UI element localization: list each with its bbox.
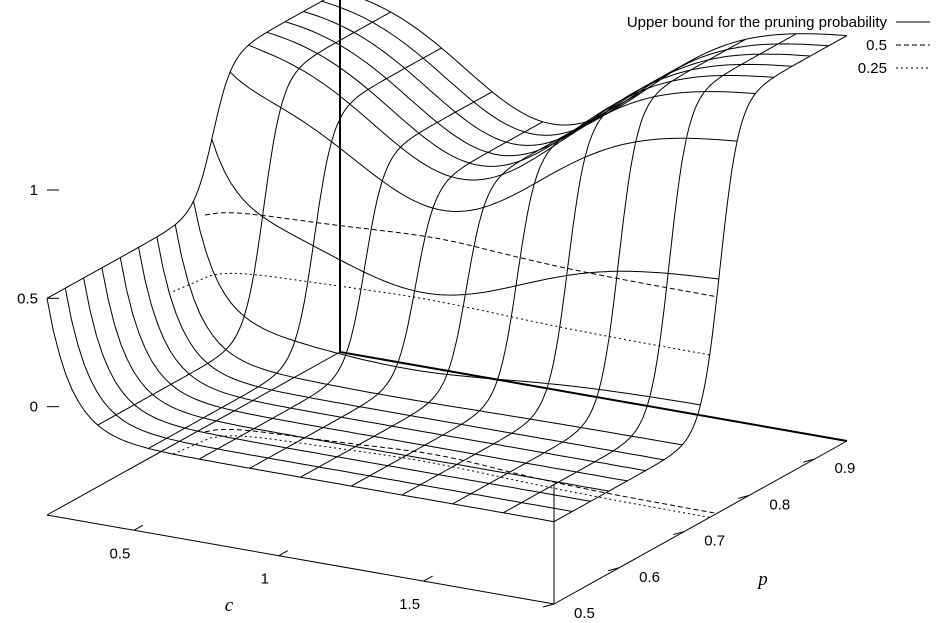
surface-line-c	[46, 0, 325, 299]
x-tick-label: 1	[261, 571, 269, 588]
y-tick	[607, 567, 620, 572]
legend: Upper bound for the pruning probability …	[627, 14, 930, 77]
surface-line-c	[300, 119, 594, 478]
surface-line-p	[364, 0, 848, 126]
surface-line-p	[156, 236, 664, 461]
x-tick	[133, 524, 144, 531]
surface-line-p	[321, 0, 829, 136]
surface-line-p	[248, 44, 756, 181]
contour-level-line	[205, 212, 717, 298]
y-tick-label: 0.7	[704, 533, 725, 550]
z-tick-label: 1	[30, 182, 38, 199]
surface-line-c	[401, 58, 696, 496]
box-front-floor-edge	[46, 514, 555, 605]
surface-contours	[173, 212, 717, 356]
surface-line-c	[97, 11, 391, 426]
box-left-floor-edge	[46, 351, 341, 516]
surface-line-p	[138, 247, 646, 472]
surface-line-c	[503, 33, 797, 514]
surface-line-p	[46, 298, 555, 523]
y-tick	[673, 531, 685, 536]
y-tick-label: 0.5	[574, 605, 595, 622]
y-tick	[803, 458, 815, 463]
surface-line-p	[101, 267, 609, 492]
surface-mesh	[46, 0, 848, 523]
box-back-floor-edge	[339, 351, 848, 442]
y-axis-title: p	[756, 569, 768, 590]
y-tick	[738, 494, 750, 499]
surface-line-p	[266, 31, 774, 167]
legend-label-dotted: 0.25	[858, 60, 887, 77]
surface-line-c	[249, 121, 544, 469]
surface-line-c	[148, 47, 442, 449]
x-tick	[423, 575, 433, 582]
surface-line-p	[229, 71, 738, 213]
y-tick	[542, 603, 555, 608]
x-axis-title: c	[225, 595, 234, 616]
x-tick-label: 0.5	[109, 545, 130, 562]
legend-label-dashed: 0.5	[866, 37, 887, 54]
box-right-floor-edge	[553, 440, 848, 605]
surface-line-p	[64, 288, 573, 512]
z-tick-label: 0.5	[17, 290, 38, 307]
x-tick-label: 1.5	[399, 596, 420, 613]
surface-line-c	[553, 35, 848, 523]
y-tick-label: 0.8	[769, 496, 790, 513]
surface-line-p	[211, 139, 719, 296]
y-tick-label: 0.6	[639, 569, 660, 586]
surface-line-p	[193, 200, 701, 406]
base-contour-line	[205, 428, 717, 514]
surface-line-p	[284, 21, 793, 157]
base-contours	[173, 428, 717, 518]
axis-box-front	[46, 440, 848, 605]
surface-line-p	[303, 11, 811, 146]
surface-line-p	[83, 277, 591, 502]
x-tick	[278, 550, 289, 557]
y-tick-label: 0.9	[834, 460, 855, 477]
contour-level-line	[173, 272, 710, 356]
z-axis: 00.51	[17, 182, 59, 416]
y-axis: 0.5 0.6 0.7 0.8 0.9	[542, 458, 855, 622]
x-axis: 0.5 1 1.5	[109, 524, 433, 613]
surface-line-p	[119, 257, 628, 482]
surface-line-p	[174, 224, 683, 446]
legend-label-surface: Upper bound for the pruning probability	[627, 14, 888, 31]
z-tick-label: 0	[30, 399, 38, 416]
base-contour-line	[173, 435, 710, 518]
